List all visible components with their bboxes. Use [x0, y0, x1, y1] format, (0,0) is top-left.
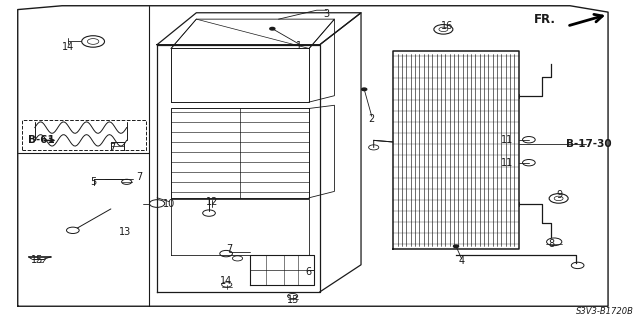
Text: 16: 16 — [441, 21, 453, 31]
Text: 10: 10 — [163, 198, 175, 209]
Text: 11: 11 — [500, 158, 513, 168]
Text: 2: 2 — [369, 114, 375, 124]
Text: 4: 4 — [459, 256, 465, 266]
Text: 11: 11 — [500, 135, 513, 145]
Text: 3: 3 — [324, 9, 330, 19]
Text: 8: 8 — [548, 239, 554, 249]
Text: 6: 6 — [305, 267, 312, 277]
Text: 14: 14 — [220, 276, 232, 286]
Text: 5: 5 — [91, 177, 97, 188]
Text: S3V3-B1720B: S3V3-B1720B — [576, 307, 634, 315]
Text: B-61: B-61 — [28, 135, 54, 145]
Text: 7: 7 — [226, 244, 232, 255]
Circle shape — [270, 27, 275, 30]
Text: 1: 1 — [296, 41, 302, 51]
Text: 7: 7 — [136, 172, 143, 182]
Text: 13: 13 — [119, 227, 132, 237]
Text: FR.: FR. — [534, 13, 556, 26]
Text: 15: 15 — [31, 255, 43, 265]
Text: 13: 13 — [287, 295, 299, 306]
Text: 7: 7 — [109, 143, 116, 153]
Text: B-17-30: B-17-30 — [566, 139, 612, 149]
Circle shape — [362, 88, 367, 91]
Text: 12: 12 — [206, 197, 218, 207]
Text: 9: 9 — [557, 190, 563, 200]
Circle shape — [454, 245, 459, 248]
Text: 14: 14 — [61, 42, 74, 52]
